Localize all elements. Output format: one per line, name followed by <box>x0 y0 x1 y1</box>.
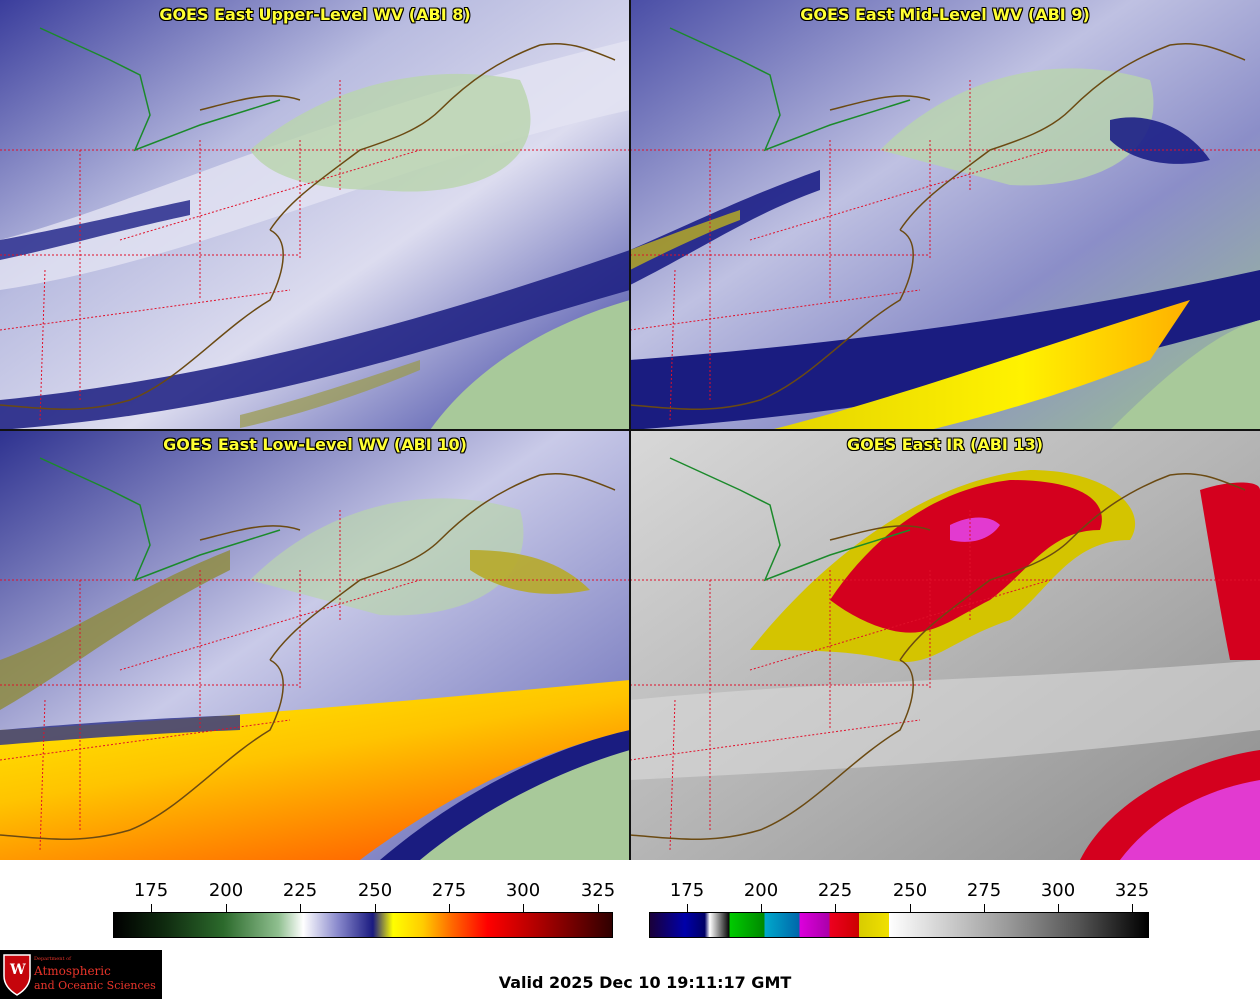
logo-name-line1: Atmospheric <box>34 964 111 978</box>
tick-mark <box>598 904 599 912</box>
tick-label: 325 <box>580 880 616 901</box>
low-level-wv-image <box>0 430 630 860</box>
tick-label: 200 <box>743 880 779 901</box>
tick-mark <box>1058 904 1059 912</box>
uw-crest-icon <box>3 954 31 996</box>
wv-colorbar <box>113 912 613 938</box>
tick-mark <box>835 904 836 912</box>
panel-title: GOES East Upper-Level WV (ABI 8) <box>159 5 471 24</box>
tick-mark <box>449 904 450 912</box>
panel-upper-level-wv: GOES East Upper-Level WV (ABI 8) <box>0 0 630 430</box>
logo-dept-line: Department of <box>34 956 71 962</box>
tick-mark <box>984 904 985 912</box>
ir-colorbar <box>649 912 1149 938</box>
valid-time-label: Valid 2025 Dec 10 19:11:17 GMT <box>498 973 792 992</box>
tick-label: 175 <box>669 880 705 901</box>
tick-label: 250 <box>892 880 928 901</box>
logo-name-line2: and Oceanic Sciences <box>34 979 156 992</box>
tick-mark <box>375 904 376 912</box>
ir-colorbar-ticks: 175 200 225 250 275 300 325 <box>649 880 1150 912</box>
tick-mark <box>300 904 301 912</box>
panel-low-level-wv: GOES East Low-Level WV (ABI 10) <box>0 430 630 860</box>
tick-label: 175 <box>133 880 169 901</box>
aos-logo: W Department of Atmospheric and Oceanic … <box>0 950 162 999</box>
tick-mark <box>151 904 152 912</box>
panel-title: GOES East Mid-Level WV (ABI 9) <box>800 5 1090 24</box>
tick-label: 200 <box>208 880 244 901</box>
tick-mark <box>687 904 688 912</box>
upper-level-wv-image <box>0 0 630 430</box>
panel-ir: GOES East IR (ABI 13) <box>630 430 1260 860</box>
tick-mark <box>1132 904 1133 912</box>
panel-mid-level-wv: GOES East Mid-Level WV (ABI 9) <box>630 0 1260 430</box>
tick-mark <box>523 904 524 912</box>
tick-label: 300 <box>1040 880 1076 901</box>
tick-mark <box>761 904 762 912</box>
panel-title: GOES East Low-Level WV (ABI 10) <box>163 435 467 454</box>
tick-label: 275 <box>966 880 1002 901</box>
tick-mark <box>910 904 911 912</box>
tick-label: 275 <box>431 880 467 901</box>
panel-divider-horizontal <box>0 429 1260 431</box>
tick-label: 325 <box>1114 880 1150 901</box>
tick-label: 300 <box>505 880 541 901</box>
panel-title: GOES East IR (ABI 13) <box>846 435 1044 454</box>
ir-image <box>630 430 1260 860</box>
tick-label: 225 <box>282 880 318 901</box>
tick-label: 250 <box>357 880 393 901</box>
tick-mark <box>226 904 227 912</box>
tick-label: 225 <box>817 880 853 901</box>
mid-level-wv-image <box>630 0 1260 430</box>
wv-colorbar-ticks: 175 200 225 250 275 300 325 <box>113 880 615 912</box>
crest-letter: W <box>10 962 26 978</box>
